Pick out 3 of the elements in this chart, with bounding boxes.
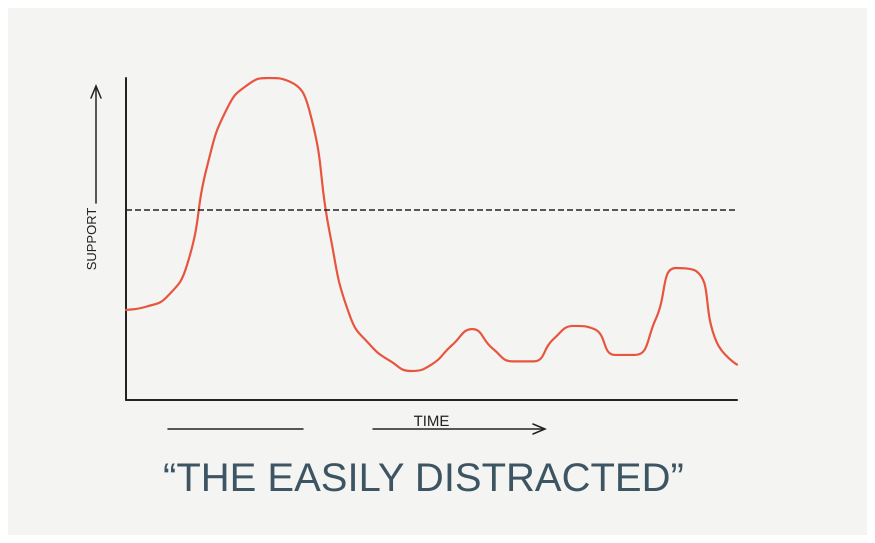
x-axis-title: TIME: [414, 413, 450, 430]
y-axis-title: SUPPORT: [84, 208, 99, 270]
text: “THE EASILY DISTRACTED”: [163, 456, 684, 500]
